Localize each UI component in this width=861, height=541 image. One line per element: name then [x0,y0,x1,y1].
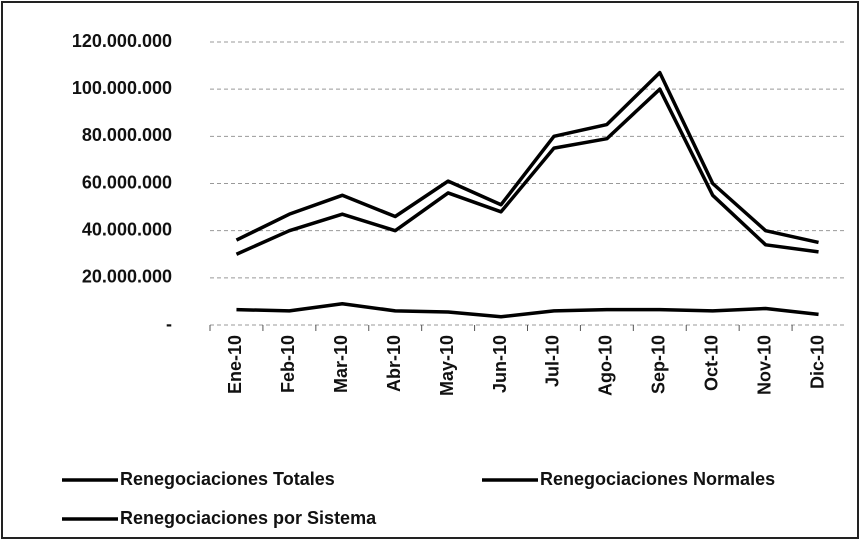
y-tick-label: 100.000.000 [72,78,172,98]
x-tick-label: Ene-10 [225,335,245,394]
series-line [235,87,819,256]
x-tick-label: Feb-10 [278,335,298,393]
x-tick-label: Jul-10 [543,335,563,387]
legend-label: Renegociaciones por Sistema [120,508,377,528]
x-tick-label: Sep-10 [649,335,669,394]
x-tick-label: Dic-10 [807,335,827,389]
y-tick-label: - [166,314,172,334]
x-tick-label: Ago-10 [596,335,616,396]
y-tick-label: 20.000.000 [82,267,172,287]
y-tick-label: 80.000.000 [82,125,172,145]
x-tick-label: Oct-10 [701,335,721,391]
x-tick-label: Jun-10 [490,335,510,393]
x-tick-label: Mar-10 [331,335,351,393]
legend-label: Renegociaciones Normales [540,469,775,489]
y-tick-label: 60.000.000 [82,172,172,192]
series-line [235,70,819,245]
y-tick-label: 40.000.000 [82,219,172,239]
x-tick-label: Nov-10 [754,335,774,395]
x-tick-label: May-10 [437,335,457,396]
legend-label: Renegociaciones Totales [120,469,335,489]
y-tick-label: 120.000.000 [72,31,172,51]
x-tick-label: Abr-10 [384,335,404,392]
series-line [236,302,819,319]
